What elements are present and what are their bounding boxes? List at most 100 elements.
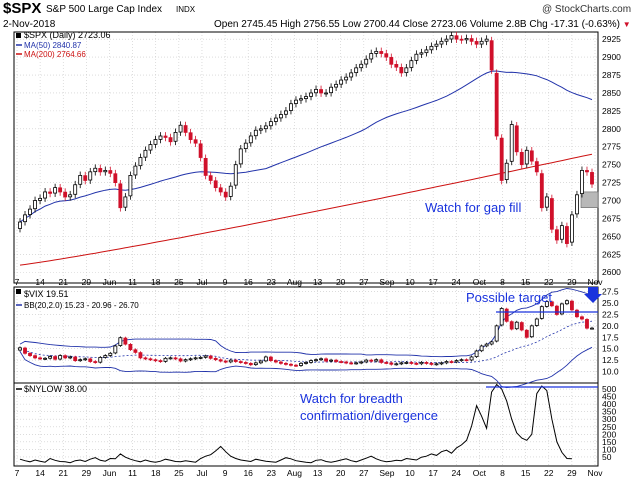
quote-date: 2-Nov-2018: [3, 19, 56, 30]
vix-candle: [183, 359, 188, 362]
vix-candle: [444, 361, 449, 364]
y-tick-label: 15.0: [602, 344, 619, 354]
vix-candle: [23, 347, 27, 354]
x-tick-label-top: Jun: [103, 277, 117, 287]
vix-candle: [580, 316, 584, 320]
x-tick-label-top: 22: [544, 277, 554, 287]
close-value: 2723.06: [430, 19, 468, 30]
down-arrow-icon: ▼: [622, 20, 631, 29]
spx-candle: [319, 89, 323, 94]
vix-candle: [208, 355, 213, 359]
vix-candle: [389, 362, 394, 365]
spx-legend-label: $SPX (Daily) 2723.06: [24, 30, 111, 40]
spx-candle: [103, 170, 108, 173]
spx-candle: [549, 198, 554, 230]
y-tick-label: 12.5: [602, 355, 619, 365]
x-tick-label-top: 21: [59, 277, 69, 287]
spx-candle: [374, 50, 379, 54]
x-tick-label-bottom: Sep: [379, 468, 394, 478]
spx-candle: [148, 144, 153, 151]
spx-candle: [183, 125, 188, 133]
x-tick-label-top: 25: [174, 277, 184, 287]
vix-candle: [344, 361, 349, 364]
vix-candle: [253, 362, 258, 366]
spx-candle: [158, 135, 163, 140]
vix-candle: [499, 308, 504, 326]
vix-candle: [559, 303, 564, 315]
spx-candle: [168, 137, 173, 143]
x-tick-label-bottom: Oct: [473, 468, 487, 478]
spx-candle: [98, 168, 103, 173]
vix-candle: [294, 364, 298, 367]
nylow-line: [19, 383, 572, 464]
spx-candle: [529, 150, 534, 162]
spx-candle: [394, 64, 399, 68]
x-tick-label-top: 14: [35, 277, 45, 287]
possible-target-annotation: Possible target: [466, 290, 552, 305]
vix-candle: [544, 301, 549, 307]
vix-candle: [570, 300, 574, 311]
spx-candle: [178, 124, 183, 133]
x-tick-label-bottom: 29: [82, 468, 92, 478]
spx-candle: [459, 38, 464, 41]
spx-candle: [38, 197, 42, 201]
low-value: 2700.44: [363, 19, 400, 30]
ma200-line: [19, 153, 593, 266]
y-tick-label: 2925: [602, 34, 621, 44]
x-tick-label-top: 15: [521, 277, 531, 287]
spx-candle: [364, 58, 369, 65]
vix-candle: [424, 362, 429, 364]
spx-candle: [203, 157, 208, 176]
panel-frame: [13, 31, 599, 284]
y-tick-label: 25.0: [602, 298, 619, 308]
volume-label: Volume: [469, 19, 504, 30]
vix-candle: [564, 300, 569, 305]
vix-candle: [243, 362, 248, 364]
spx-candle: [294, 99, 298, 104]
vix-candle: [158, 360, 163, 363]
vix-candle: [213, 357, 218, 361]
spx-candle: [223, 191, 228, 198]
spx-candle: [23, 214, 27, 223]
spx-candle: [469, 38, 474, 42]
spx-candle: [58, 187, 63, 193]
spx-candle: [354, 67, 359, 74]
spx-candle: [570, 214, 574, 243]
spx-candle: [73, 184, 78, 195]
breadth-annotation-line1: Watch for breadth: [300, 391, 403, 406]
y-tick-label: 2700: [602, 196, 621, 206]
vix-candle: [193, 357, 198, 360]
vix-candle: [514, 321, 519, 330]
vix-candle: [469, 356, 474, 361]
volume-value: 2.8B: [506, 19, 527, 30]
vix-candle: [414, 362, 419, 365]
spx-candle: [309, 92, 313, 97]
x-tick-label-top: 17: [428, 277, 438, 287]
spx-candle: [399, 67, 404, 74]
spx-candle: [118, 183, 123, 209]
vix-candle: [138, 352, 143, 359]
vix-candle: [509, 321, 514, 330]
spx-candle: [494, 72, 499, 137]
spx-candle: [193, 139, 198, 144]
vix-candle: [203, 355, 208, 358]
spx-candle: [424, 49, 429, 54]
x-tick-label-bottom: 29: [567, 468, 577, 478]
spx-candle: [284, 110, 288, 115]
y-tick-label: 350: [602, 407, 616, 417]
vix-candle: [118, 337, 123, 346]
vix-candle: [268, 356, 273, 361]
spx-candle: [213, 180, 218, 189]
vix-legend-swatch: [16, 289, 21, 294]
vix-candle: [519, 322, 524, 331]
vix-candle: [128, 344, 133, 351]
spx-candle: [208, 175, 213, 181]
nylow-legend-label: $NYLOW 38.00: [24, 384, 87, 394]
spx-candle: [253, 129, 258, 137]
vix-candle: [409, 362, 414, 364]
spx-candle: [464, 38, 469, 41]
x-tick-label-bottom: 14: [35, 468, 45, 478]
x-tick-label-bottom: 8: [500, 468, 505, 478]
vix-candle: [319, 358, 323, 361]
